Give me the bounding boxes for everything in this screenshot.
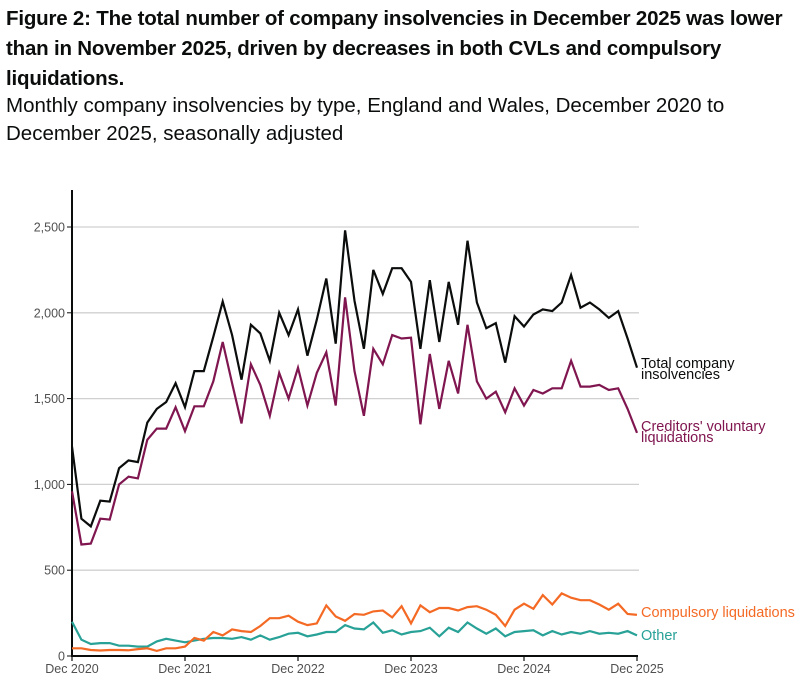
series-label-other: Other — [641, 628, 677, 644]
y-tick-label: 500 — [44, 564, 65, 578]
x-tick-label: Dec 2024 — [497, 662, 551, 676]
gridlines — [72, 226, 639, 571]
series-line-compulsory-liquidations — [72, 592, 638, 653]
series-line-total-company-insolvencies — [70, 230, 639, 529]
figure-title: Figure 2: The total number of company in… — [6, 7, 783, 90]
series-labels: Total company insolvencies Creditors' volu… — [641, 356, 795, 644]
figure-subtitle: Monthly company insolvencies by type, En… — [6, 94, 725, 145]
y-tick-label: 1,500 — [34, 392, 65, 406]
series-line-other — [71, 621, 638, 648]
x-tick-label: Dec 2025 — [610, 662, 664, 676]
y-axis: 0 500 1,000 1,500 2,000 2,500 — [34, 190, 73, 664]
series-label-compulsory-liquidations: Compulsory liquidations — [641, 605, 795, 621]
x-tick-label: Dec 2020 — [45, 662, 99, 676]
series-label-line: Compulsory liquidations — [641, 605, 795, 621]
x-tick-label: Dec 2022 — [271, 662, 325, 676]
series-lines — [70, 230, 639, 653]
series-label-line: Other — [641, 628, 677, 644]
y-tick-label: 1,000 — [34, 478, 65, 492]
x-tick-label: Dec 2023 — [384, 662, 438, 676]
series-line-creditors-voluntary-liquidations — [70, 297, 639, 546]
x-axis: Dec 2020 Dec 2021 Dec 2022 Dec 2023 Dec 2024… — [45, 655, 664, 676]
y-tick-label: 2,000 — [34, 306, 65, 320]
series-label-line: insolvencies — [641, 367, 720, 383]
y-tick-label: 0 — [58, 650, 65, 664]
series-label-creditors-voluntary-liquidations: Creditors' voluntary liquidations — [641, 419, 766, 446]
x-tick-label: Dec 2021 — [158, 662, 212, 676]
series-label-total-company-insolvencies: Total company insolvencies — [641, 356, 735, 383]
series-label-line: Creditors' voluntary — [641, 419, 766, 435]
y-tick-label: 2,500 — [34, 221, 65, 235]
series-label-line: Total company — [641, 356, 735, 372]
series-label-line: liquidations — [641, 430, 714, 446]
